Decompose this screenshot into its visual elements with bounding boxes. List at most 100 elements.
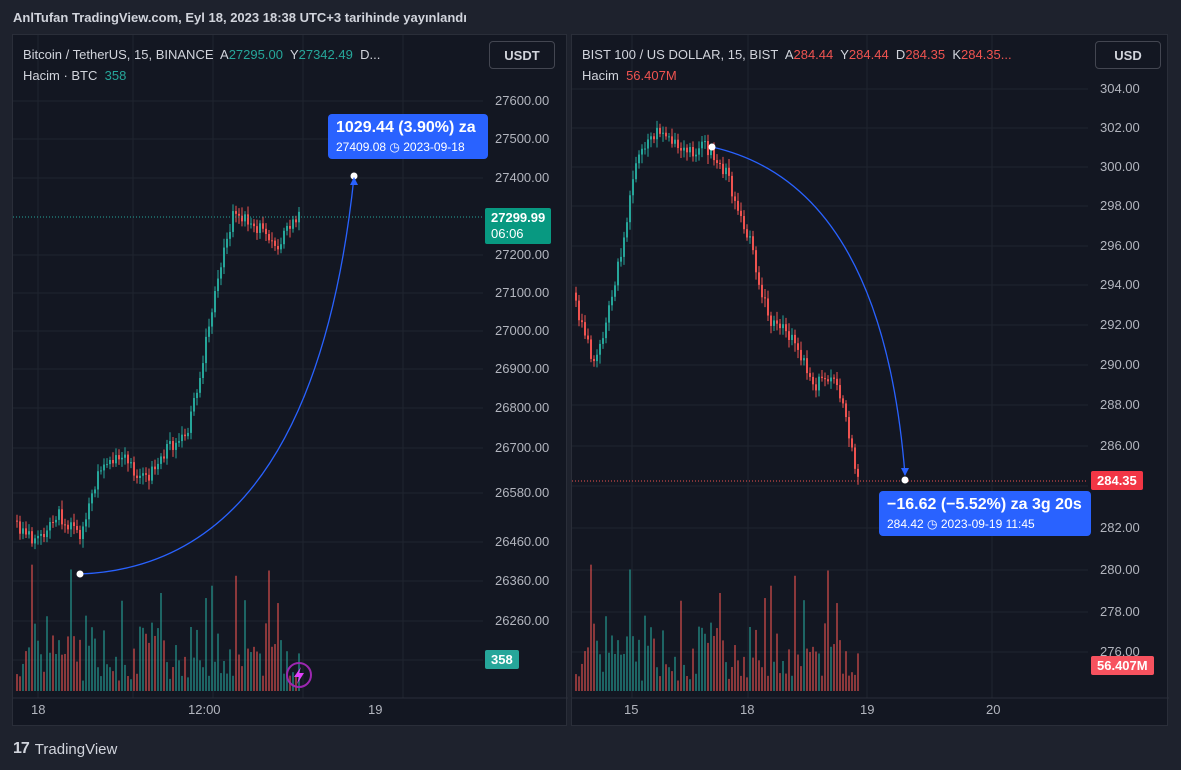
open-label: A <box>784 47 794 62</box>
candle <box>214 291 216 313</box>
candle <box>283 230 285 245</box>
candle <box>812 376 814 385</box>
candle <box>232 211 234 232</box>
time-tick-label: 20 <box>986 702 1001 717</box>
candle <box>791 334 793 341</box>
bist-chart-panel[interactable]: BIST 100 / US DOLLAR, 15, BIST A284.44 Y… <box>571 34 1169 727</box>
candle <box>815 384 817 391</box>
candle <box>124 454 126 458</box>
volume-bar <box>614 653 616 691</box>
btc-chart-panel[interactable]: Bitcoin / TetherUS, 15, BINANCE A27295.0… <box>12 34 568 727</box>
candle <box>851 438 853 448</box>
open-value: 284.44 <box>793 47 834 62</box>
candle <box>292 219 294 229</box>
candle <box>127 454 129 464</box>
high-value: 284.44 <box>848 47 889 62</box>
volume-bar <box>842 673 844 691</box>
candle <box>58 509 60 520</box>
last-price-tag: 27299.99 06:06 <box>485 208 552 244</box>
candle <box>82 526 84 540</box>
volume-tag: 358 <box>485 650 519 669</box>
candle <box>94 489 96 494</box>
measure-start-point[interactable] <box>708 143 716 151</box>
candle <box>187 432 189 437</box>
volume-bar <box>596 640 598 691</box>
volume-bar <box>629 569 631 691</box>
candle <box>121 457 123 460</box>
symbol-name[interactable]: BIST 100 / US DOLLAR, 15, BIST <box>582 47 779 62</box>
volume-bar <box>686 676 688 691</box>
volume-bar <box>794 575 796 691</box>
close-label: K <box>952 47 961 62</box>
volume-bar <box>295 674 297 691</box>
candle <box>223 247 225 268</box>
volume-bar <box>782 660 784 691</box>
currency-button[interactable]: USDT <box>489 41 555 69</box>
volume-bar <box>623 653 625 691</box>
candle <box>782 324 784 329</box>
candle <box>659 127 661 134</box>
currency-button[interactable]: USD <box>1095 41 1161 69</box>
flash-icon[interactable] <box>286 662 312 688</box>
candle <box>746 229 748 238</box>
measure-start-point[interactable] <box>76 570 84 578</box>
volume-bar <box>602 671 604 691</box>
measure-end-point[interactable] <box>350 172 358 180</box>
symbol-name[interactable]: Bitcoin / TetherUS, 15, BINANCE <box>23 47 214 62</box>
volume-bar <box>265 623 267 691</box>
volume-bar <box>638 639 640 691</box>
candle <box>136 475 138 478</box>
candle <box>274 240 276 246</box>
candle <box>743 216 745 230</box>
tradingview-branding[interactable]: 17 TradingView <box>13 740 117 758</box>
candle <box>106 464 108 466</box>
volume-bar <box>157 628 159 691</box>
candle <box>653 136 655 140</box>
volume-bar <box>76 661 78 691</box>
volume-bar <box>193 657 195 691</box>
high-label: Y <box>840 47 849 62</box>
price-tick-label: 27600.00 <box>495 93 550 108</box>
volume-bar <box>106 664 108 691</box>
volume-bar <box>758 660 760 691</box>
candle <box>277 245 279 250</box>
candle <box>650 136 652 140</box>
volume-bar <box>677 680 679 691</box>
measure-change: 1029.44 (3.90%) za <box>336 119 476 136</box>
bist-chart-canvas[interactable] <box>572 35 1169 727</box>
candle <box>238 213 240 216</box>
measure-end-point[interactable] <box>901 476 909 484</box>
volume-bar <box>145 633 147 691</box>
volume-bar <box>713 635 715 691</box>
candle <box>157 463 159 470</box>
btc-chart-canvas[interactable] <box>13 35 568 727</box>
measure-change: −16.62 (−5.52%) za 3g 20s <box>887 496 1082 513</box>
candle <box>842 398 844 404</box>
price-tick-label: 288.00 <box>1100 397 1140 412</box>
volume-bar <box>178 660 180 691</box>
candle <box>211 312 213 327</box>
price-tick-label: 286.00 <box>1100 438 1140 453</box>
volume-bar <box>181 675 183 691</box>
volume-bar <box>650 627 652 691</box>
candle <box>31 531 33 544</box>
candle <box>118 455 120 460</box>
last-price-tag: 284.35 <box>1091 471 1143 490</box>
candle <box>803 358 805 361</box>
candle <box>145 473 147 475</box>
candle <box>115 455 117 464</box>
volume-bar <box>238 654 240 691</box>
candle <box>61 509 63 525</box>
volume-bar <box>82 680 84 691</box>
candle <box>112 460 114 464</box>
candle <box>181 434 183 442</box>
volume-bar <box>118 680 120 691</box>
volume-bar <box>100 676 102 691</box>
volume-bar <box>103 630 105 691</box>
candle <box>725 167 727 175</box>
volume-bar <box>617 640 619 691</box>
volume-bar <box>121 600 123 691</box>
candle <box>794 334 796 344</box>
volume-bar <box>815 651 817 691</box>
volume-bar <box>575 674 577 691</box>
